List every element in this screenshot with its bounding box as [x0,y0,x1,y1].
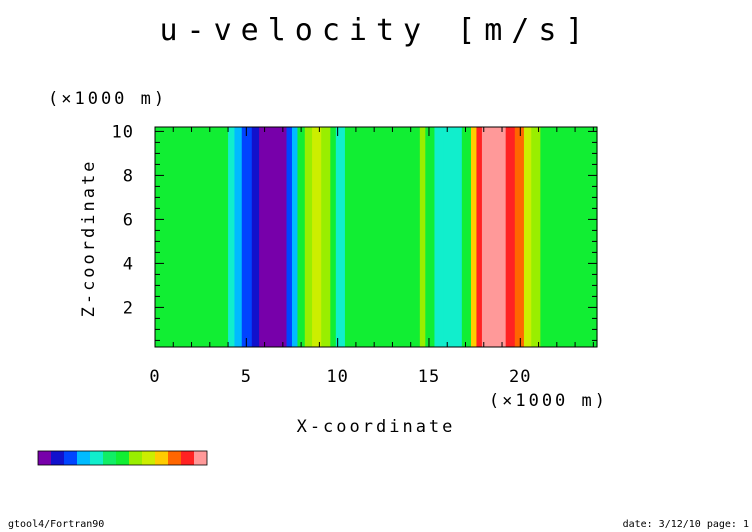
x-tick-label: 20 [509,367,531,387]
axes [154,126,598,348]
heatmap-band [443,127,463,347]
heatmap-band [531,127,541,347]
heatmap-band [286,127,293,347]
heatmap-band [540,127,598,347]
heatmap-band [461,127,472,347]
tick-labels: 0 5 10 15 20 2 4 6 8 10 [112,122,531,387]
heatmap-band [505,127,516,347]
colorbar-swatch [77,451,90,465]
footer-right: date: 3/12/10 page: 1 [623,519,749,530]
heatmap-band [481,127,507,347]
colorbar-swatch [142,451,155,465]
heatmap-band [228,127,236,347]
heatmap-band [321,127,331,347]
heatmap-band [304,127,313,347]
heatmap-band [335,127,346,347]
heatmap-band [434,127,445,347]
heatmap-band [312,127,322,347]
y-axis-label: Z-coordinate [79,159,99,318]
colorbar-swatch [155,451,168,465]
heatmap-band [470,127,478,347]
x-tick-label: 0 [149,367,160,387]
y-tick-label: 2 [123,298,134,318]
colorbar-swatch [168,451,181,465]
colorbar-swatch [116,451,129,465]
x-axis-label: X-coordinate [297,417,456,437]
heatmap-band [259,127,288,347]
colorbar-frame [37,450,208,466]
x-tick-label: 15 [418,367,440,387]
heatmap-band [523,127,532,347]
heatmap-band [234,127,243,347]
y-tick-label: 10 [112,122,134,142]
heatmap-band [425,127,436,347]
heatmap-band [330,127,337,347]
colorbar-swatch [194,451,207,465]
heatmap-band [291,127,299,347]
heatmap-band [344,127,421,347]
colorbar [37,450,208,466]
colorbar-swatch [38,451,51,465]
colorbar-swatch [103,451,116,465]
y-tick-label: 8 [123,166,134,186]
colorbar-swatch [181,451,194,465]
x-tick-label: 10 [326,367,348,387]
heatmap-bands [155,127,598,347]
colorbar-swatch [51,451,64,465]
heatmap-band [155,127,229,347]
x-tick-label: 5 [241,367,252,387]
heatmap-band [476,127,483,347]
chart-title: u-velocity [m/s] [160,13,593,48]
heatmap-band [241,127,253,347]
plot-frame [154,126,598,348]
heatmap-band [419,127,426,347]
heatmap-band [251,127,260,347]
y-tick-label: 4 [123,254,134,274]
y-scale-label: (×1000 m) [48,89,167,109]
colorbar-swatch [129,451,142,465]
y-tick-label: 6 [123,210,134,230]
heatmap-band [514,127,525,347]
colorbar-swatch [64,451,77,465]
colorbar-swatch [90,451,103,465]
footer-left: gtool4/Fortran90 [8,519,104,530]
heatmap-band [297,127,306,347]
x-scale-label: (×1000 m) [489,391,608,411]
